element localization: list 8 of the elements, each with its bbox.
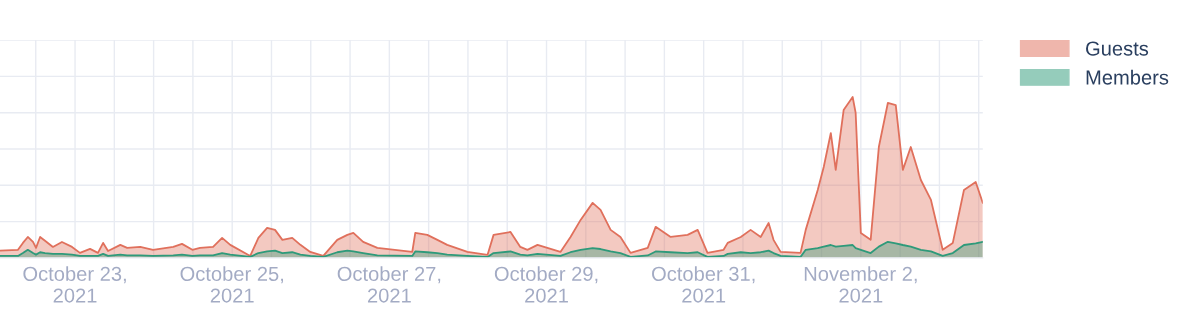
legend-label: Guests <box>1086 41 1149 56</box>
legend-label: Members <box>1086 69 1169 85</box>
x-tick-label: October 25, 2021 <box>180 266 283 303</box>
x-tick-label: October 31, 2021 <box>652 266 755 303</box>
x-tick-label: October 29, 2021 <box>494 266 598 303</box>
x-tick-label: October 23, 2021 <box>23 266 126 303</box>
x-tick-label: October 27, 2021 <box>337 266 441 303</box>
x-tick-label: November 2, 2021 <box>804 266 917 303</box>
